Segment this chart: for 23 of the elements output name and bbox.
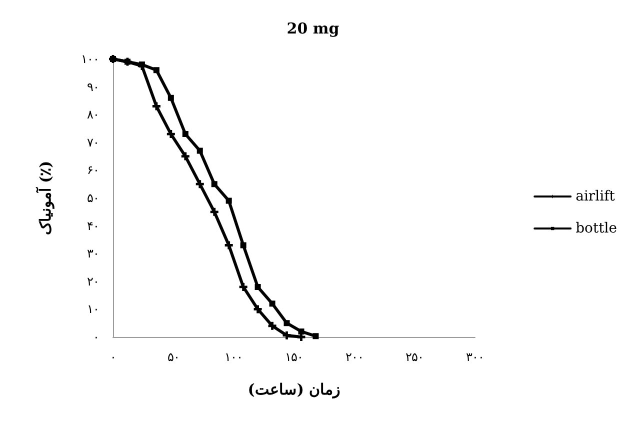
x-tick-label: ۳۰۰ [466, 350, 484, 364]
y-tick-label: ۱۰۰ [81, 52, 99, 66]
x-tick-label: ۱۰۰ [224, 350, 243, 364]
y-tick-label: ۲۰ [87, 274, 99, 288]
y-axis-title: آمونیاک (٪) [36, 160, 54, 236]
legend-label: airlift [576, 188, 616, 204]
x-axis-title: زمان (ساعت) [248, 380, 340, 398]
y-tick-label: ۳۰ [87, 246, 99, 261]
y-tick-label: ۷۰ [87, 135, 99, 150]
x-tick-label: ۲۵۰ [406, 350, 424, 364]
x-tick-label: ۰ [110, 350, 116, 364]
y-tick-label: ۹۰ [87, 80, 99, 94]
y-tick-label: ۸۰ [87, 108, 99, 122]
x-tick-label: ۲۰۰ [345, 350, 364, 364]
y-tick-label: ۴۰ [87, 218, 99, 233]
y-tick-label: ۶۰ [87, 163, 99, 178]
y-tick-label: ۰ [93, 330, 99, 344]
legend-label: bottle [576, 220, 617, 236]
x-tick-label: ۵۰ [167, 350, 180, 364]
chart-title: 20 mg [286, 20, 340, 38]
y-tick-label: ۱۰ [87, 302, 99, 316]
x-tick-label: ۱۵۰ [285, 350, 303, 364]
y-tick-label: ۵۰ [87, 191, 99, 205]
